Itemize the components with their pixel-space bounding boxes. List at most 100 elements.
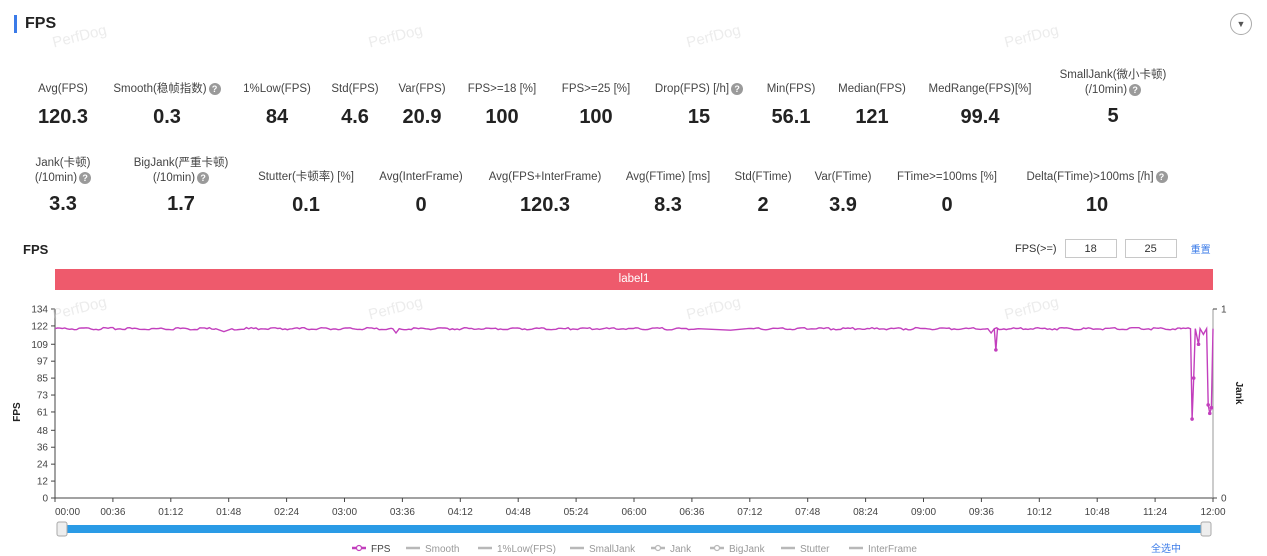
stat-value: 0	[415, 194, 427, 216]
stat-label-text: Delta(FTime)>100ms [/h]	[1026, 171, 1154, 183]
stat-label: FTime>=100ms [%]	[857, 170, 1037, 185]
stat-label-text: Stutter(卡顿率) [%]	[258, 171, 354, 183]
stat-label: Drop(FPS) [/h]?	[609, 82, 789, 97]
stat-label-unit: (/10min)?	[91, 171, 271, 186]
stat-value: 20.9	[402, 106, 442, 128]
legend-marker	[355, 544, 363, 552]
legend-item-interframe: InterFrame	[868, 544, 917, 555]
stat-label-text: Smooth(稳帧指数)	[113, 83, 207, 95]
y-tick-label: 85	[37, 374, 49, 385]
stat-label-text: Avg(FPS+InterFrame)	[488, 171, 602, 183]
y-tick-label: 61	[37, 407, 49, 418]
stat-value: 0.3	[153, 106, 181, 128]
time-range-slider	[62, 525, 1206, 533]
stat-label: Var(FTime)	[753, 170, 933, 185]
stat-label: Avg(InterFrame)	[331, 170, 511, 185]
y-tick-label: 122	[31, 321, 48, 332]
stat-r2-1: BigJank(严重卡顿) (/10min)? 1.7	[91, 156, 271, 216]
stat-label: Var(FPS)	[332, 82, 512, 97]
panel-title: FPS	[25, 15, 57, 32]
stat-label-text: SmallJank(微小卡顿)	[1059, 69, 1167, 81]
stat-label-unit-text: (/10min)	[34, 172, 78, 184]
x-tick-label: 06:00	[621, 507, 646, 518]
stat-label-text: Var(FTime)	[814, 171, 872, 183]
stat-label-text: BigJank(严重卡顿)	[133, 157, 229, 169]
stat-r2-0: Jank(卡顿) (/10min)? 3.3	[0, 156, 153, 216]
stat-label: SmallJank(微小卡顿)	[1023, 68, 1203, 83]
watermark-text: PerfDog	[684, 21, 743, 52]
help-icon[interactable]: ?	[731, 83, 744, 95]
chart-title: FPS	[23, 242, 49, 257]
stat-value: 99.4	[960, 106, 1000, 128]
stat-label: Std(FTime)	[673, 170, 853, 185]
stat-r2-8: FTime>=100ms [%] 0	[857, 170, 1037, 217]
x-tick-label: 00:36	[100, 507, 125, 518]
stat-value: 3.9	[829, 194, 857, 216]
stat-value: 3.3	[49, 193, 77, 215]
x-tick-label: 02:24	[274, 507, 299, 518]
y-tick-label: 24	[37, 460, 49, 471]
help-icon[interactable]: ?	[208, 83, 221, 95]
chevron-down-icon[interactable]: ▼	[1230, 13, 1252, 35]
fps-series-line	[54, 326, 1214, 420]
legend-item-smooth: Smooth	[425, 544, 459, 555]
y-tick-label: 36	[37, 443, 49, 454]
x-tick-label: 03:36	[390, 507, 415, 518]
help-icon[interactable]: ?	[1129, 84, 1142, 96]
stat-label-text: MedRange(FPS)[%]	[928, 83, 1032, 95]
x-tick-label: 10:48	[1085, 507, 1110, 518]
stat-label-text: FTime>=100ms [%]	[897, 171, 997, 183]
y2-tick-label: 1	[1221, 305, 1227, 316]
help-icon[interactable]: ?	[79, 172, 92, 184]
y-tick-label: 97	[37, 357, 49, 368]
stat-label-text: Avg(FTime) [ms]	[625, 171, 711, 183]
stat-r1-2: 1%Low(FPS) 84	[187, 82, 367, 129]
stat-r2-7: Var(FTime) 3.9	[753, 170, 933, 217]
legend-item-smalljank: SmallJank	[589, 544, 636, 555]
stat-label: MedRange(FPS)[%]	[890, 82, 1070, 97]
reset-link[interactable]: 重置	[1190, 245, 1211, 256]
stat-value: 5	[1107, 105, 1119, 127]
fps-threshold-2-input[interactable]	[1124, 239, 1177, 258]
help-icon[interactable]: ?	[1155, 171, 1168, 183]
stat-label-text: Avg(FPS)	[38, 83, 88, 95]
x-tick-label: 07:48	[795, 507, 820, 518]
y2-tick-label: 0	[1221, 494, 1227, 505]
y-tick-label: 0	[42, 494, 48, 505]
stat-label: Std(FPS)	[265, 82, 445, 97]
legend-item-stutter: Stutter	[800, 544, 830, 555]
stat-label-text: FPS>=25 [%]	[561, 83, 631, 95]
stat-value: 100	[579, 106, 613, 128]
label-band[interactable]: label1	[55, 269, 1213, 290]
y-tick-label: 73	[37, 391, 49, 402]
stat-r1-3: Std(FPS) 4.6	[265, 82, 445, 129]
stat-label: Smooth(稳帧指数)?	[77, 82, 257, 97]
fps-data-point	[1209, 405, 1214, 410]
x-tick-label: 04:12	[448, 507, 473, 518]
stat-r2-5: Avg(FTime) [ms] 8.3	[578, 170, 758, 217]
stat-r1-0: Avg(FPS) 120.3	[0, 82, 153, 129]
fps-data-point	[1191, 376, 1196, 380]
x-tick-label: 09:00	[911, 507, 936, 518]
x-tick-label: 12:00	[1200, 507, 1225, 518]
stat-label-unit-text: (/10min)	[1084, 84, 1128, 96]
x-tick-label: 00:00	[55, 507, 80, 518]
legend-marker	[654, 544, 662, 552]
fps-data-point	[1207, 411, 1212, 416]
help-icon[interactable]: ?	[197, 172, 210, 184]
fps-data-point	[994, 348, 998, 352]
legend-marker	[713, 544, 721, 552]
watermark-text: PerfDog	[684, 293, 743, 324]
stat-label: Avg(FTime) [ms]	[578, 170, 758, 185]
select-all-link: 全选中	[1151, 542, 1181, 555]
stat-r2-3: Avg(InterFrame) 0	[331, 170, 511, 217]
legend-item-bigjank: BigJank	[729, 544, 766, 555]
stat-value: 1.7	[167, 193, 195, 215]
fps-threshold-1-input[interactable]	[1064, 239, 1117, 258]
y2-axis-title: Jank	[1233, 382, 1244, 405]
x-tick-label: 03:00	[332, 507, 357, 518]
stat-value: 120.3	[519, 194, 571, 216]
stat-value: 8.3	[654, 194, 682, 216]
stat-label-text: Std(FTime)	[734, 171, 792, 183]
y-tick-label: 12	[37, 477, 49, 488]
